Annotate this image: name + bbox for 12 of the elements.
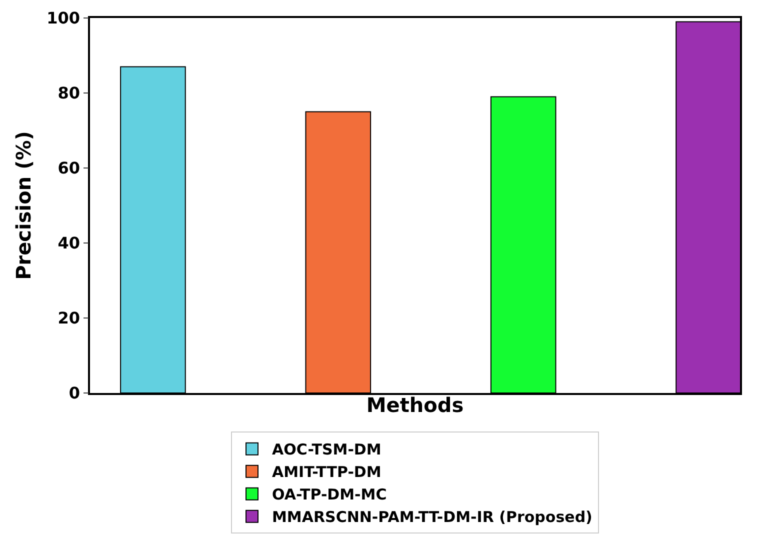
- y-tick-label: 20: [58, 308, 80, 328]
- legend-label: MMARSCNN-PAM-TT-DM-IR (Proposed): [272, 508, 592, 526]
- legend-label: AMIT-TTP-DM: [272, 463, 382, 482]
- legend-label: OA-TP-DM-MC: [272, 486, 387, 504]
- legend-label: AOC-TSM-DM: [272, 440, 382, 459]
- y-tick-label: 80: [58, 84, 80, 103]
- y-axis-title: Precision (%): [12, 131, 36, 280]
- x-axis-title: Methods: [366, 392, 464, 417]
- y-tick-label: 100: [46, 8, 80, 28]
- y-tick-label: 0: [68, 384, 80, 403]
- y-tick-label: 60: [58, 158, 80, 178]
- y-tick-label: 40: [58, 234, 80, 253]
